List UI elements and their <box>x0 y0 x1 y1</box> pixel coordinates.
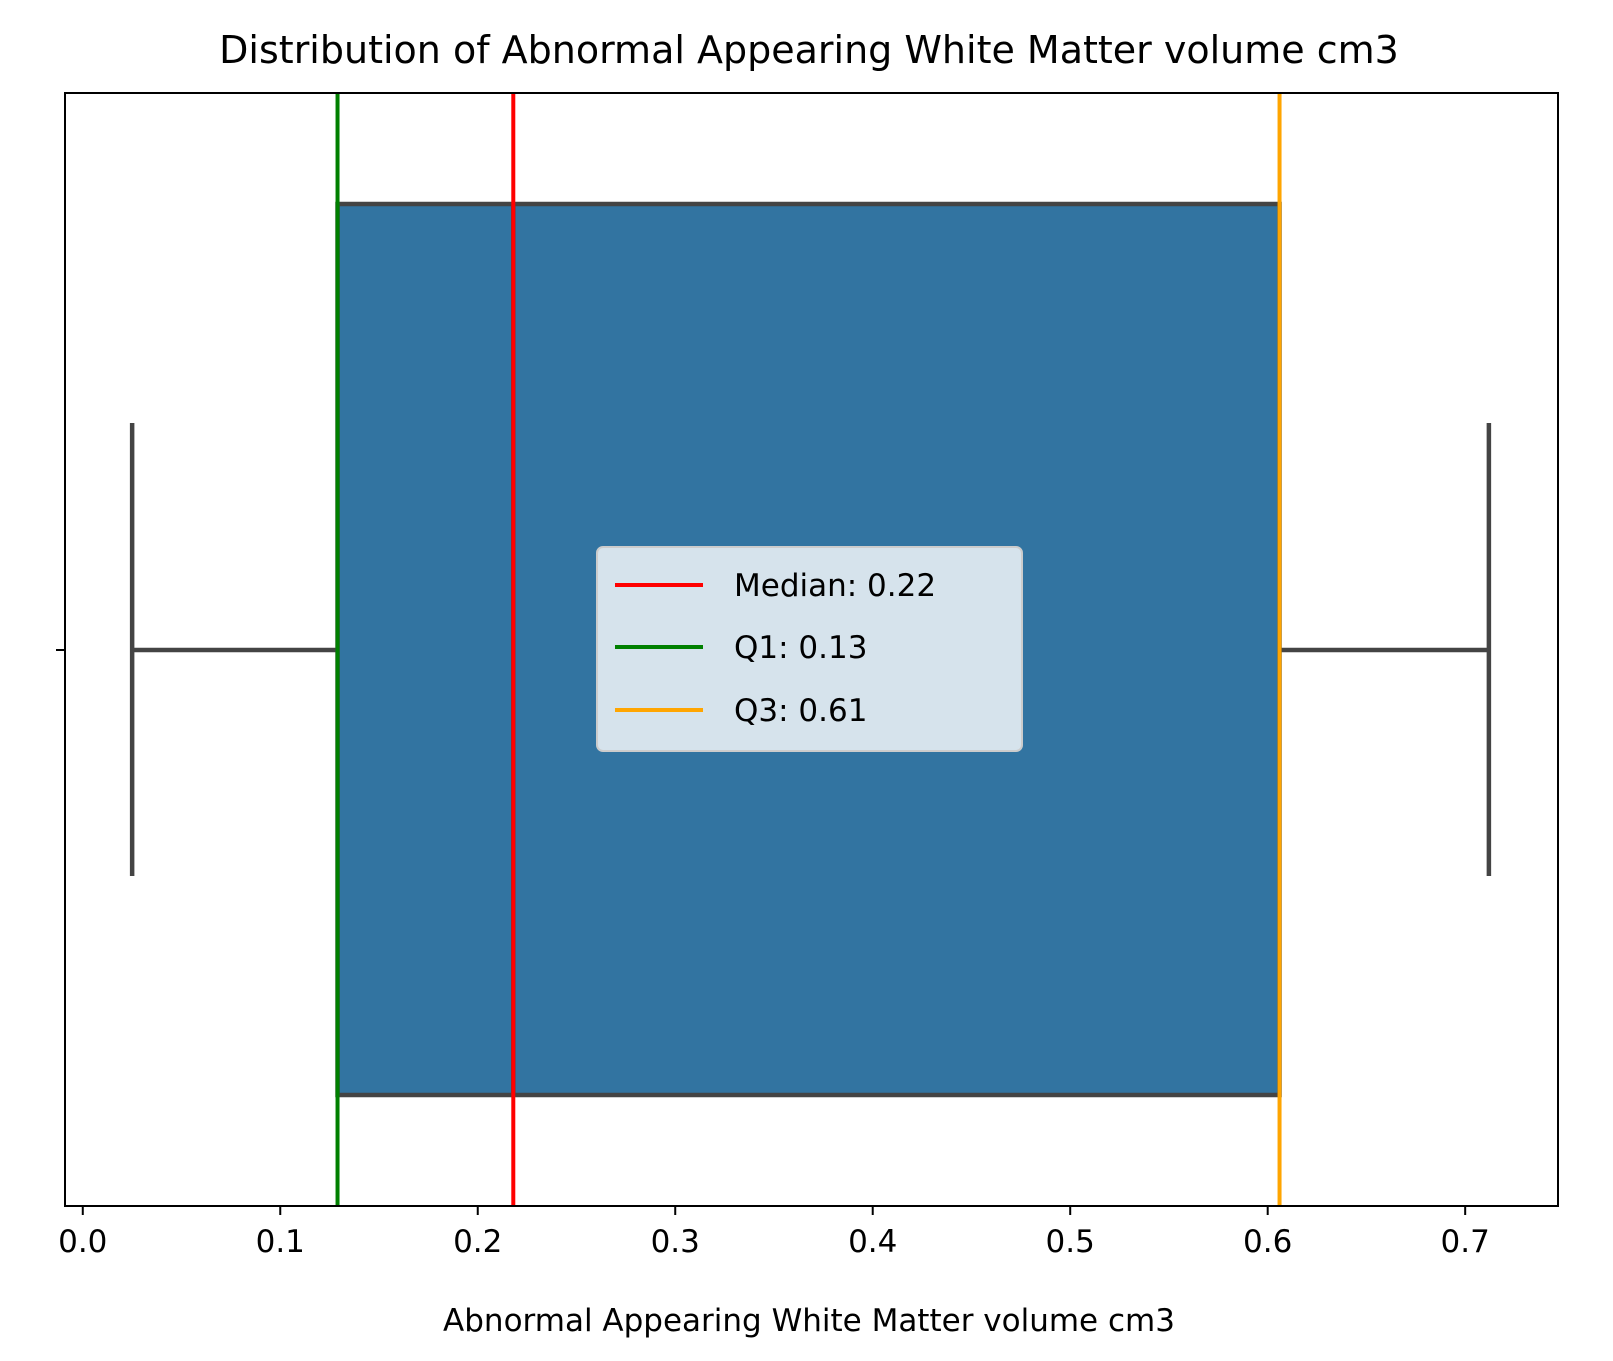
x-tick-label: 0.6 <box>1243 1224 1292 1260</box>
legend-box <box>596 546 1023 752</box>
x-tick-label: 0.0 <box>58 1224 107 1260</box>
x-tick-label: 0.5 <box>1046 1224 1095 1260</box>
x-tick-label: 0.7 <box>1441 1224 1490 1260</box>
legend-label: Q3: 0.61 <box>734 693 867 729</box>
x-axis-label: Abnormal Appearing White Matter volume c… <box>443 1303 1175 1339</box>
x-tick-label: 0.4 <box>848 1224 897 1260</box>
x-tick-label: 0.1 <box>256 1224 305 1260</box>
chart-title: Distribution of Abnormal Appearing White… <box>219 28 1399 72</box>
legend-label: Median: 0.22 <box>734 568 936 604</box>
x-tick-label: 0.2 <box>453 1224 502 1260</box>
x-tick-label: 0.3 <box>651 1224 700 1260</box>
legend-label: Q1: 0.13 <box>734 630 867 666</box>
